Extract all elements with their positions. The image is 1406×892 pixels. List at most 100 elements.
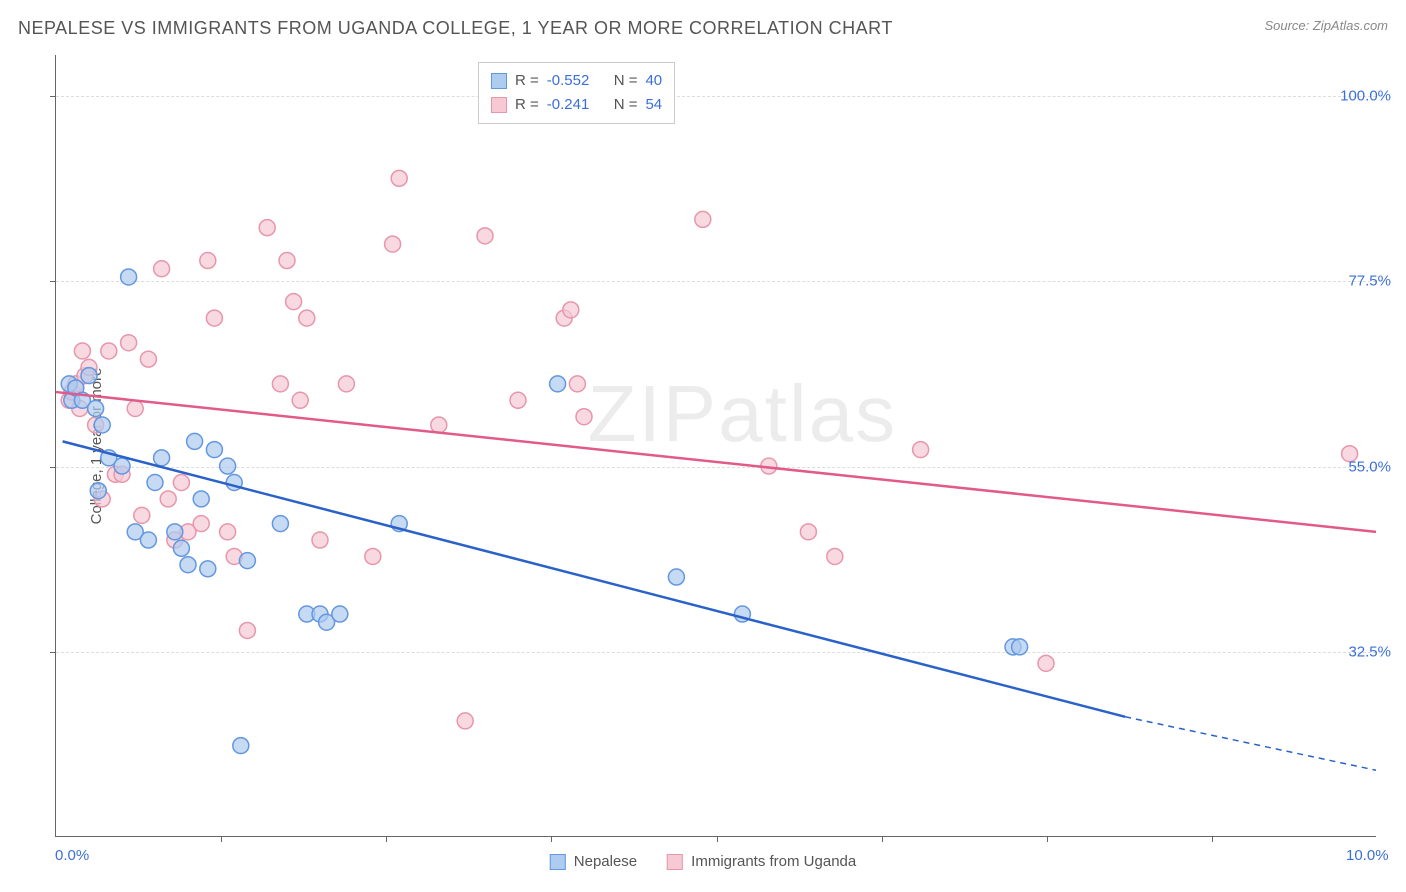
nepalese-point	[193, 491, 209, 507]
legend-item-nepalese: Nepalese	[550, 853, 637, 870]
uganda-point	[127, 401, 143, 417]
nepalese-point	[173, 540, 189, 556]
nepalese-point	[332, 606, 348, 622]
uganda-point	[154, 261, 170, 277]
x-tick-mark	[386, 836, 387, 842]
r-label: R =	[515, 93, 539, 117]
y-tick-label: 55.0%	[1348, 458, 1391, 475]
uganda-point	[220, 524, 236, 540]
uganda-r-value: -0.241	[547, 93, 590, 117]
uganda-point	[101, 343, 117, 359]
nepalese-point	[1012, 639, 1028, 655]
uganda-point	[206, 310, 222, 326]
uganda-point	[385, 236, 401, 252]
nepalese-r-value: -0.552	[547, 69, 590, 93]
legend-item-uganda: Immigrants from Uganda	[667, 853, 856, 870]
uganda-point	[510, 392, 526, 408]
y-tick-mark	[50, 281, 56, 282]
uganda-point	[239, 622, 255, 638]
chart-svg	[56, 55, 1376, 836]
nepalese-point	[239, 553, 255, 569]
nepalese-point	[140, 532, 156, 548]
nepalese-point	[167, 524, 183, 540]
uganda-point	[134, 507, 150, 523]
uganda-point	[299, 310, 315, 326]
uganda-point	[576, 409, 592, 425]
uganda-point	[272, 376, 288, 392]
nepalese-point	[200, 561, 216, 577]
uganda-point	[457, 713, 473, 729]
uganda-point	[286, 294, 302, 310]
stats-legend-box: R =-0.552 N =40R =-0.241 N =54	[478, 62, 675, 124]
uganda-point	[827, 548, 843, 564]
y-tick-label: 32.5%	[1348, 643, 1391, 660]
nepalese-swatch	[491, 73, 507, 89]
x-tick-mark	[1047, 836, 1048, 842]
uganda-point	[365, 548, 381, 564]
nepalese-point	[147, 475, 163, 491]
y-tick-mark	[50, 467, 56, 468]
uganda-point	[193, 516, 209, 532]
nepalese-point	[114, 458, 130, 474]
uganda-point	[477, 228, 493, 244]
nepalese-legend-label: Nepalese	[574, 853, 637, 870]
uganda-point	[913, 442, 929, 458]
uganda-n-value: 54	[645, 93, 662, 117]
nepalese-trend-dashed	[1125, 717, 1376, 770]
uganda-point	[173, 475, 189, 491]
nepalese-point	[121, 269, 137, 285]
chart-container: NEPALESE VS IMMIGRANTS FROM UGANDA COLLE…	[0, 0, 1406, 892]
nepalese-point	[272, 516, 288, 532]
y-tick-mark	[50, 652, 56, 653]
plot-area: ZIPatlas	[55, 55, 1376, 837]
nepalese-point	[90, 483, 106, 499]
nepalese-legend-swatch	[550, 854, 566, 870]
x-tick-mark	[221, 836, 222, 842]
uganda-point	[391, 170, 407, 186]
uganda-swatch	[491, 97, 507, 113]
uganda-point	[74, 343, 90, 359]
nepalese-point	[220, 458, 236, 474]
uganda-point	[695, 211, 711, 227]
n-label: N =	[614, 93, 638, 117]
stats-row-nepalese: R =-0.552 N =40	[491, 69, 662, 93]
y-tick-mark	[50, 96, 56, 97]
nepalese-trend-line	[63, 441, 1126, 716]
uganda-trend-line	[56, 392, 1376, 532]
uganda-point	[200, 253, 216, 269]
uganda-point	[563, 302, 579, 318]
nepalese-point	[668, 569, 684, 585]
x-tick-mark	[717, 836, 718, 842]
uganda-point	[1038, 655, 1054, 671]
y-tick-label: 77.5%	[1348, 273, 1391, 290]
x-tick-mark	[882, 836, 883, 842]
nepalese-point	[206, 442, 222, 458]
nepalese-point	[187, 433, 203, 449]
uganda-point	[569, 376, 585, 392]
uganda-point	[121, 335, 137, 351]
nepalese-point	[94, 417, 110, 433]
uganda-point	[338, 376, 354, 392]
stats-row-uganda: R = -0.241 N = 54	[491, 93, 662, 117]
uganda-point	[259, 220, 275, 236]
nepalese-point	[88, 401, 104, 417]
uganda-point	[292, 392, 308, 408]
x-tick-label: 0.0%	[55, 847, 89, 864]
nepalese-point	[154, 450, 170, 466]
uganda-legend-swatch	[667, 854, 683, 870]
y-tick-label: 100.0%	[1340, 88, 1391, 105]
uganda-point	[431, 417, 447, 433]
nepalese-point	[180, 557, 196, 573]
source-attribution: Source: ZipAtlas.com	[1264, 18, 1388, 33]
nepalese-point	[233, 738, 249, 754]
uganda-point	[160, 491, 176, 507]
x-tick-mark	[1212, 836, 1213, 842]
x-tick-label: 10.0%	[1346, 847, 1389, 864]
uganda-point	[140, 351, 156, 367]
uganda-point	[312, 532, 328, 548]
bottom-legend: Nepalese Immigrants from Uganda	[550, 853, 856, 870]
r-label: R =	[515, 69, 539, 93]
nepalese-point	[550, 376, 566, 392]
x-tick-mark	[551, 836, 552, 842]
uganda-legend-label: Immigrants from Uganda	[691, 853, 856, 870]
